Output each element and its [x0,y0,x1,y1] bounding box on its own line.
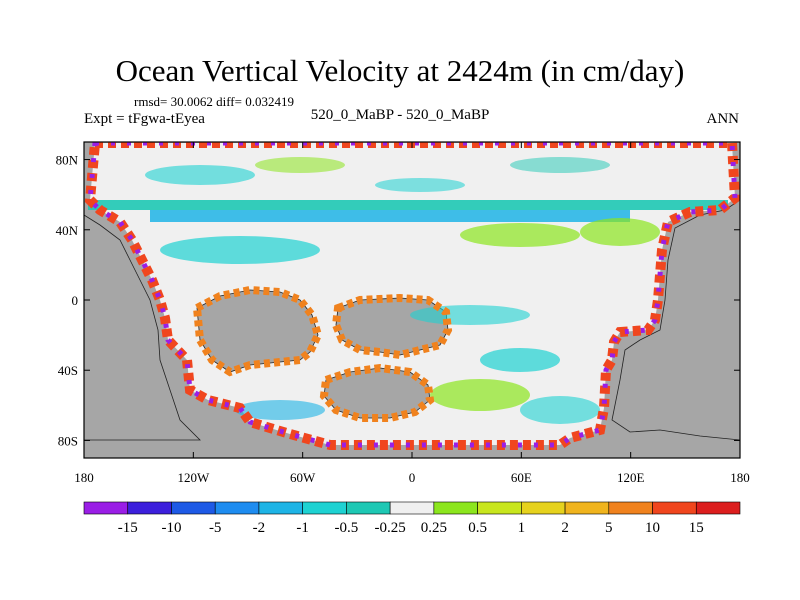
colorbar-swatch [652,501,697,515]
land-west [84,214,201,441]
land-east [611,199,740,441]
colorbar-label: -2 [253,520,266,536]
colorbar-swatch [258,501,303,515]
x-tick-label: 180 [74,470,94,485]
stats-label: rmsd= 30.0062 diff= 0.032419 [134,94,294,109]
x-tick-label: 0 [409,470,416,485]
boundary-band-inner [87,142,738,448]
colorbar-label: 2 [561,520,569,536]
x-tick-label: 120E [617,470,645,485]
colorbar-swatch [695,501,741,515]
colorbar-label: 0.25 [421,520,447,536]
colorbar-label: -0.5 [335,520,359,536]
colorbar-label: -10 [161,520,181,536]
colorbar-swatch [83,501,129,515]
colorbar-swatch [346,501,391,515]
velocity-features [88,157,728,424]
colorbar-label: -15 [118,520,138,536]
y-tick-label: 40N [56,223,79,238]
colorbar-label: 10 [645,520,660,536]
colorbar-label: -5 [209,520,222,536]
x-tick-label: 180 [730,470,750,485]
continent-band [192,285,453,422]
y-tick-label: 80S [58,433,78,448]
case-label: 520_0_MaBP - 520_0_MaBP [310,107,490,123]
colorbar-swatch [564,501,610,515]
experiment-label: Expt = tFgwa-tEyea [84,111,205,127]
colorbar-swatch [302,501,347,515]
colorbar-swatch [171,501,216,515]
axes: 180 120W 60W 0 60E 120E 180 80N 40N 0 40S 80S [56,142,750,485]
colorbar-swatch [608,501,653,515]
colorbar-label: 0.5 [468,520,487,536]
x-tick-label: 120W [177,470,210,485]
colorbar-label: 15 [689,520,704,536]
x-tick-label: 60W [290,470,316,485]
colorbar-label: 5 [605,520,613,536]
y-tick-label: 0 [72,293,79,308]
colorbar-swatch [433,501,478,515]
colorbar-label: 1 [518,520,526,536]
x-tick-label: 60E [511,470,532,485]
colorbar-label: -1 [296,520,309,536]
colorbar-swatch [127,501,172,515]
y-tick-label: 40S [58,363,78,378]
colorbar-swatch [521,501,566,515]
colorbar: -15 -10 -5 -2 -1 -0.5 -0.25 0.25 0.5 1 2 5 10 15 [83,501,741,536]
chart-title: Ocean Vertical Velocity at 2424m (in cm/… [115,53,685,88]
colorbar-swatch [389,501,435,515]
colorbar-swatch [477,501,522,515]
y-tick-label: 80N [56,153,79,168]
colorbar-swatch [214,501,260,515]
colorbar-label: -0.25 [375,520,406,536]
period-label: ANN [706,111,740,127]
